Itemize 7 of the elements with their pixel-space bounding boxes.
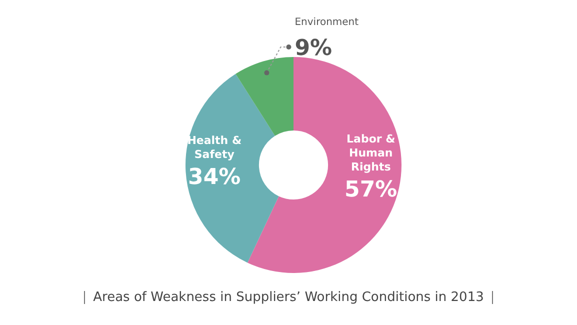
data-label: 34%	[188, 164, 241, 190]
slice-label: Environment	[294, 17, 359, 28]
data-label: 9%	[294, 36, 332, 61]
data-label: 57%	[344, 177, 398, 202]
slice-label: Health & Safety	[187, 134, 242, 161]
text: Areas of Weakness in Suppliers’ Working Conditions in 2013	[93, 290, 484, 305]
slice-label: Labor & Human Rights	[346, 132, 396, 174]
